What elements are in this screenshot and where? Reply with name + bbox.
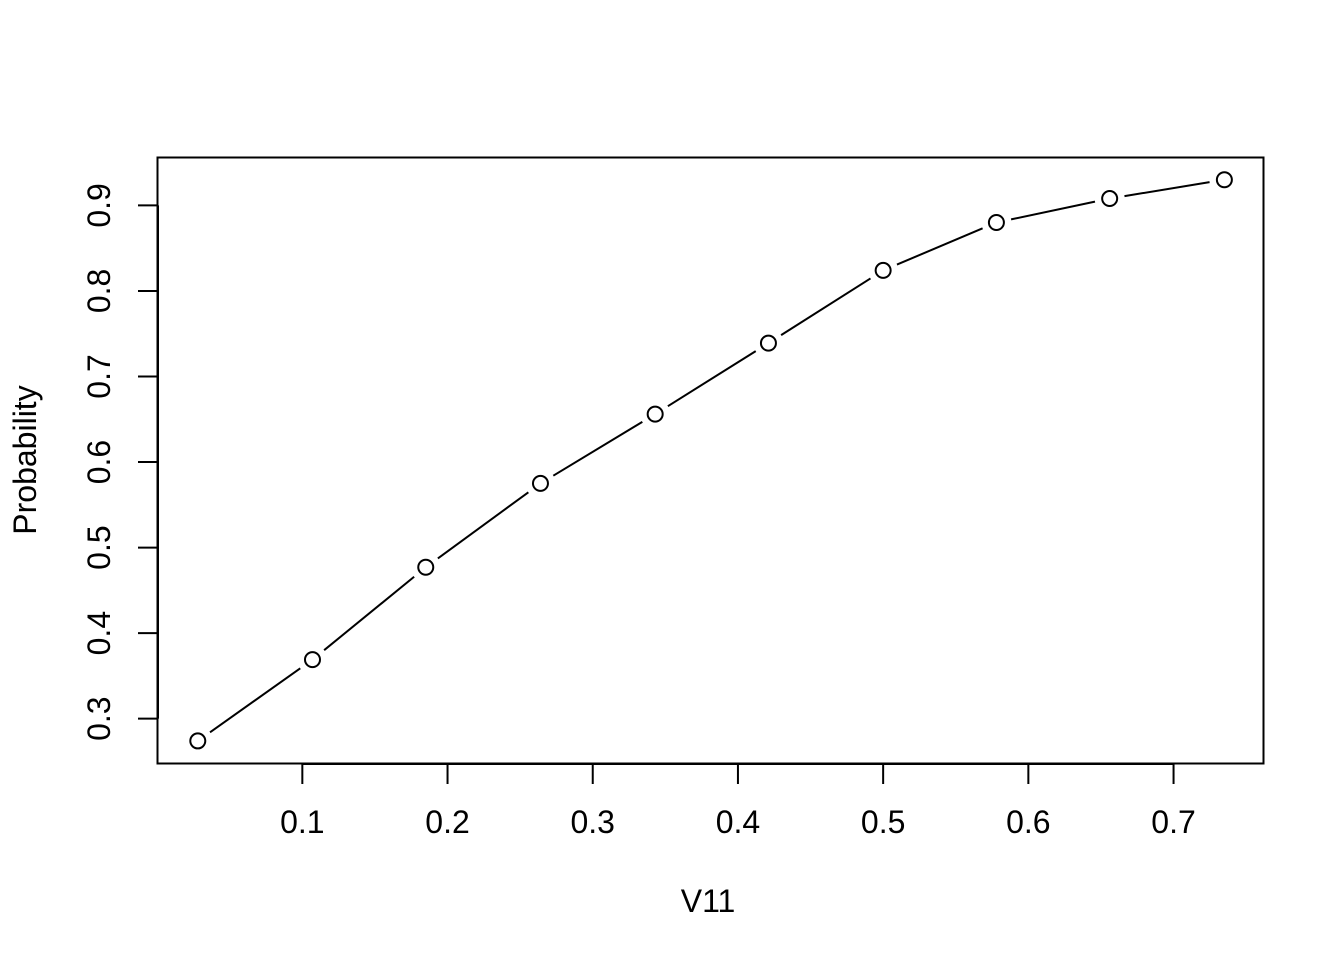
series-segment xyxy=(552,421,643,477)
y-tick-label: 0.5 xyxy=(81,525,117,569)
data-point xyxy=(1101,190,1119,208)
series-segment xyxy=(896,227,983,266)
data-point xyxy=(874,261,892,279)
x-tick-label: 0.5 xyxy=(861,804,905,840)
x-tick-label: 0.6 xyxy=(1006,804,1050,840)
y-tick-label: 0.7 xyxy=(81,354,117,398)
data-point xyxy=(303,651,321,669)
y-tick-label: 0.8 xyxy=(81,269,117,313)
data-point xyxy=(987,214,1005,232)
y-axis-title: Probability xyxy=(7,385,43,534)
series-segment xyxy=(1010,200,1096,221)
y-tick-label: 0.3 xyxy=(81,696,117,740)
data-point xyxy=(759,334,777,352)
y-tick-label: 0.9 xyxy=(81,183,117,227)
x-tick-label: 0.1 xyxy=(280,804,324,840)
x-tick-label: 0.4 xyxy=(716,804,760,840)
series-segment xyxy=(780,277,872,336)
series-segment xyxy=(209,667,301,734)
series-segment xyxy=(323,575,415,651)
series-segment xyxy=(667,350,757,408)
data-point xyxy=(1215,171,1233,189)
data-point xyxy=(531,474,549,492)
data-point xyxy=(646,405,664,423)
series-segment xyxy=(1124,181,1210,198)
data-point xyxy=(189,732,207,750)
x-axis-title: V11 xyxy=(681,883,736,919)
x-tick-label: 0.2 xyxy=(425,804,469,840)
data-point xyxy=(417,558,435,576)
x-tick-label: 0.7 xyxy=(1151,804,1195,840)
y-tick-label: 0.6 xyxy=(81,440,117,484)
series-line xyxy=(209,181,1210,734)
y-axis: 0.3 0.4 0.5 0.6 0.7 0.8 0.9 xyxy=(81,183,159,741)
x-axis: 0.1 0.2 0.3 0.4 0.5 0.6 0.7 xyxy=(280,763,1196,840)
y-tick-label: 0.4 xyxy=(81,611,117,655)
x-tick-label: 0.3 xyxy=(570,804,614,840)
plot-frame xyxy=(156,156,1265,765)
series-segment xyxy=(437,491,529,560)
series-points xyxy=(189,171,1233,750)
